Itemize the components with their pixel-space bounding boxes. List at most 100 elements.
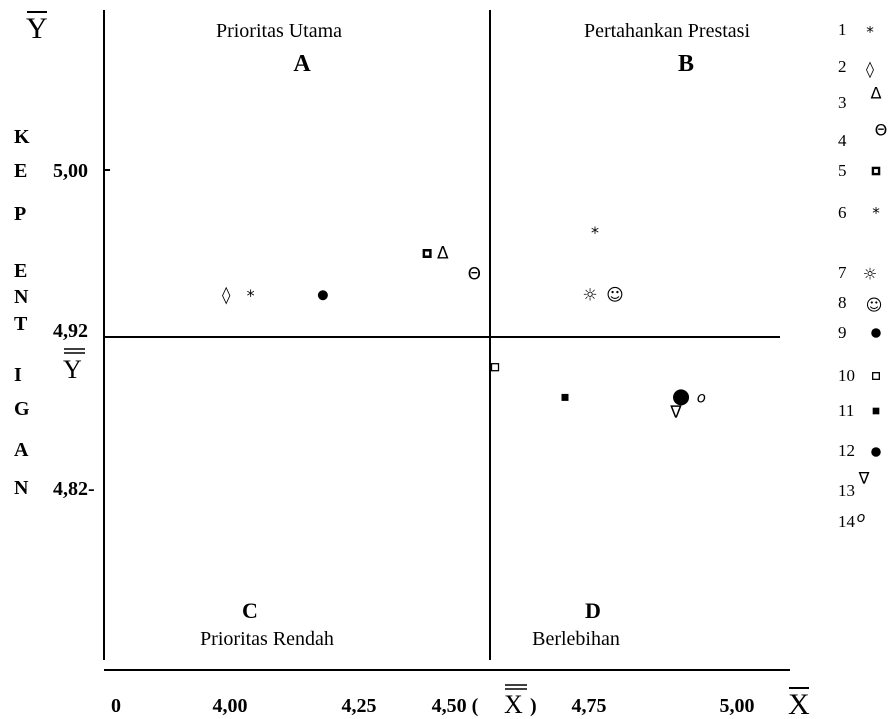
point-8: ☺ [606,285,624,305]
legend-label: 12 [838,441,855,460]
quadrant-b-letter: B [678,51,694,77]
svg-text:∇: ∇ [669,403,682,423]
legend-label: 13 [838,481,855,500]
x-tick-label-0: 0 [111,695,121,717]
svg-text:◊: ◊ [866,60,874,79]
y-axis-label-letter: T [14,313,28,335]
quadrant-a-title: Prioritas Utama [216,20,342,42]
svg-text:o: o [697,388,706,406]
legend-label: 11 [838,401,854,420]
point-9 [317,290,328,301]
point-10 [490,363,500,372]
legend-label: 3 [838,93,847,112]
point-13: ∇ [669,403,682,423]
legend-label: 1 [838,20,847,39]
point-2: ◊ [222,285,231,305]
quadrant-c-letter: C [242,598,258,623]
point-4: Θ [468,264,481,284]
legend-item-8: 8 ☺ [838,293,882,315]
y-axis-label-letter: N [14,477,29,499]
svg-text:Δ: Δ [437,244,449,264]
y-axis-label-letter: E [14,160,27,182]
svg-text:Θ: Θ [468,264,481,284]
legend-item-6: 6 * [838,203,880,222]
point-14: o [697,388,706,406]
y-axis-label-letter: P [14,203,26,225]
x-mean-close-paren: ) [530,695,537,717]
y-axis-label-letter: G [14,398,30,420]
y-axis-symbol: Y [26,12,48,45]
quadrant-d-title: Berlebihan [532,628,620,650]
legend-label: 14 [838,512,856,531]
svg-text:☼: ☼ [582,285,597,305]
legend-item-11: 11 [838,401,880,420]
legend-label: 6 [838,203,847,222]
legend-item-9: 9 [838,323,881,342]
y-tick-label-5-00: 5,00 [53,160,88,182]
legend-label: 7 [838,263,847,282]
legend-symbol: ◊ [866,60,874,79]
y-mean-symbol: Y [63,355,82,384]
point-5 [422,249,432,258]
svg-text:*: * [872,204,880,222]
legend-symbol [872,407,880,415]
quadrant-c-title: Prioritas Rendah [200,628,334,650]
svg-text:Θ: Θ [875,121,888,140]
legend-item-2: 2 ◊ [838,57,874,79]
point-1: * [247,286,255,305]
legend-symbol [871,447,881,457]
point-7: ☼ [582,285,597,305]
x-tick-label-4-00: 4,00 [213,695,248,717]
y-tick-label-4-82: 4,82- [53,478,95,500]
svg-text:∇: ∇ [858,469,870,488]
legend-label: 9 [838,323,847,342]
y-axis-label-letter: A [14,439,29,461]
data-points: * ◊ ΔΘ * ☼ ☺ ∇ o [222,223,706,422]
legend-item-5: 5 [838,161,881,180]
legend-item-1: 1 * [838,20,874,41]
x-mean-symbol: X [504,690,523,719]
y-axis-label-letter: I [14,364,22,386]
legend-symbol [871,166,881,176]
quadrant-b-title: Pertahankan Prestasi [584,20,751,42]
legend-label: 8 [838,293,847,312]
svg-text:*: * [866,23,874,41]
legend-symbol: ☺ [866,296,883,315]
legend-item-14: 14 o [838,510,866,531]
legend-item-10: 10 [838,366,880,385]
legend-item-13: 13∇ [838,469,870,501]
legend-symbol: ∇ [858,469,870,488]
legend-symbol: o [857,510,866,526]
svg-text:*: * [591,223,599,242]
x-tick-label-4-25: 4,25 [342,695,377,717]
point-6: * [591,223,599,242]
legend-label: 4 [838,131,847,150]
quadrant-a-letter: A [293,51,311,77]
point-11 [561,393,569,401]
legend-label: 5 [838,161,847,180]
svg-text:☺: ☺ [866,296,883,315]
svg-text:Δ: Δ [870,84,881,103]
legend-symbol: Δ [870,84,881,103]
y-axis-label-letter: E [14,260,27,282]
svg-text:◊: ◊ [222,285,231,305]
x-tick-label-5-00: 5,00 [720,695,755,717]
y-axis-label-letter: N [14,286,29,308]
svg-text:☺: ☺ [606,285,624,305]
legend-label: 10 [838,366,855,385]
y-tick-label-4-92: 4,92 [53,320,88,342]
legend-symbol: * [872,204,880,222]
point-12 [673,389,690,406]
svg-text:*: * [247,286,255,305]
legend-label: 2 [838,57,847,76]
point-3: Δ [437,244,449,264]
legend-symbol: Θ [875,121,888,140]
legend-symbol: ☼ [863,265,877,284]
legend-item-7: 7 ☼ [838,263,877,284]
x-tick-label-4-75: 4,75 [572,695,607,717]
legend-item-4: 4Θ [838,121,887,151]
